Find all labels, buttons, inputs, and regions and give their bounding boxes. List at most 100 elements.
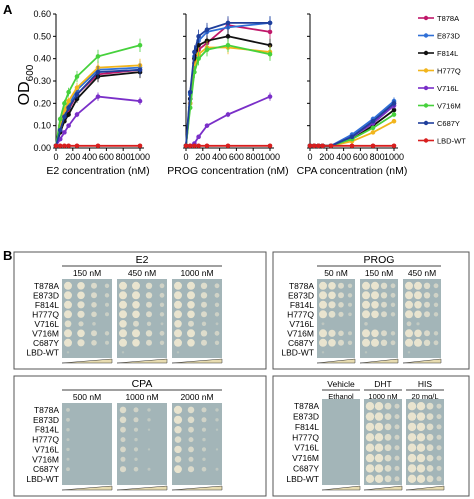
yeast-spot [147, 408, 151, 412]
data-point [204, 143, 210, 149]
x-tick-label: 0 [183, 152, 188, 162]
yeast-spot [362, 291, 370, 300]
yeast-spot [362, 281, 370, 290]
data-point [66, 123, 71, 128]
data-point [267, 143, 273, 149]
data-point [74, 143, 80, 149]
yeast-spot [201, 447, 207, 452]
yeast-spot [407, 464, 417, 473]
yeast-spot [407, 402, 417, 411]
yeast-spot [416, 443, 426, 452]
x-tick-label: 1000 [130, 152, 150, 162]
yeast-spot [371, 301, 379, 309]
spot-row-label: E873D [293, 412, 319, 422]
y-axis-label-subscript: 600 [25, 64, 36, 81]
legend-label: C687Y [437, 119, 460, 128]
yeast-spot [362, 338, 370, 347]
spot-row-label: C687Y [33, 464, 59, 474]
dilution-wedge [321, 485, 361, 491]
spot-row-label: T878A [294, 401, 319, 411]
svg-text:OD600: OD600 [16, 64, 36, 105]
data-point [391, 118, 397, 124]
y-tick-label: 0.40 [33, 54, 51, 64]
yeast-spot [132, 281, 140, 290]
yeast-spot [133, 407, 139, 413]
yeast-spot [347, 340, 353, 345]
yeast-spot [364, 322, 368, 326]
yeast-spot [105, 312, 109, 317]
yeast-spot [215, 408, 219, 412]
legend-swatch-marker [423, 50, 429, 56]
spot-row-label: V716L [289, 319, 314, 329]
yeast-spot [134, 437, 138, 442]
spot-column-label: 450 nM [408, 268, 436, 278]
data-point [74, 85, 80, 90]
yeast-spot [187, 329, 195, 338]
data-point [370, 118, 376, 124]
yeast-spot [201, 321, 207, 326]
spot-row-label: F814L [295, 422, 319, 432]
yeast-spot [407, 422, 417, 432]
yeast-spot [147, 467, 151, 471]
spot-row-label: H777Q [287, 309, 314, 319]
legend-item: T878A [418, 14, 459, 23]
yeast-spot [77, 339, 85, 347]
yeast-spot [414, 281, 422, 290]
yeast-spot [91, 311, 97, 318]
yeast-spot [91, 302, 97, 308]
data-point [66, 105, 71, 111]
y-tick-label: 0.60 [33, 9, 51, 19]
yeast-spot [145, 282, 153, 289]
yeast-spot [78, 321, 84, 327]
yeast-spot [381, 330, 387, 337]
yeast-spot [159, 340, 165, 345]
spot-row-label: V716M [292, 453, 319, 463]
yeast-spot [433, 312, 439, 317]
yeast-spot [174, 465, 182, 474]
series-V716L [183, 92, 273, 149]
legend-item: LBD-WT [418, 137, 466, 146]
series-LBD-WT [307, 143, 397, 149]
yeast-spot [426, 402, 434, 410]
yeast-spot [436, 476, 442, 482]
yeast-spot [436, 434, 442, 440]
data-point [95, 94, 101, 99]
spot-column-label: 450 nM [128, 268, 156, 278]
yeast-spot [423, 282, 431, 289]
spot-row-label: H777Q [32, 435, 59, 445]
yeast-spot [436, 414, 442, 420]
data-point [311, 143, 317, 149]
yeast-spot [362, 329, 370, 338]
yeast-spot [105, 340, 109, 345]
data-point [57, 127, 63, 133]
yeast-spot [433, 331, 439, 336]
growth-curve-charts: 0.000.100.200.300.400.500.600 200 400 600 80… [33, 9, 407, 177]
x-axis-label: CPA concentration (nM) [297, 165, 408, 177]
yeast-spot [338, 311, 344, 317]
yeast-spot [436, 403, 442, 409]
yeast-spot [119, 466, 127, 473]
yeast-spot [414, 291, 422, 300]
spot-row-label: F814L [35, 300, 59, 310]
yeast-spot [380, 282, 388, 289]
yeast-spot [174, 291, 182, 300]
yeast-spot [406, 321, 412, 327]
yeast-spot [147, 418, 151, 422]
yeast-spot [319, 310, 327, 319]
x-tick-label: 200 [319, 152, 334, 162]
yeast-spot [188, 446, 194, 453]
yeast-spot [405, 329, 413, 338]
yeast-spot [426, 475, 434, 483]
yeast-spot [321, 322, 325, 326]
yeast-spot [146, 339, 152, 346]
yeast-spot [201, 417, 207, 423]
yeast-spot [407, 433, 417, 442]
yeast-spot [187, 281, 195, 290]
yeast-spot [91, 340, 97, 346]
yeast-spot [120, 437, 126, 443]
yeast-spot [407, 474, 417, 483]
yeast-spot [214, 330, 220, 336]
data-point [225, 34, 231, 39]
yeast-spot [104, 331, 110, 336]
yeast-spot [423, 339, 431, 346]
